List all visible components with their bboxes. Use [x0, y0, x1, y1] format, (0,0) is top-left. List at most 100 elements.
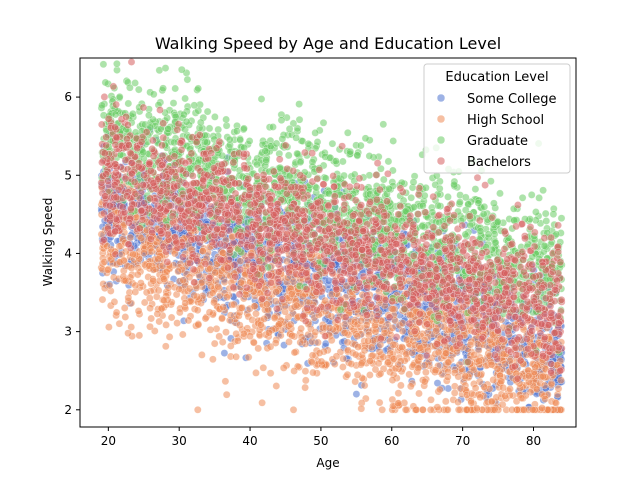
- data-point: [490, 405, 499, 414]
- data-point: [131, 281, 140, 290]
- data-point: [389, 305, 397, 313]
- data-point: [259, 363, 268, 372]
- data-point: [140, 249, 148, 258]
- data-point: [433, 379, 442, 387]
- data-point: [497, 377, 506, 386]
- data-point: [501, 392, 509, 400]
- data-point: [435, 184, 444, 193]
- data-point: [311, 129, 320, 137]
- data-point: [554, 384, 563, 393]
- data-point: [220, 349, 229, 357]
- data-point: [432, 326, 441, 335]
- data-point: [232, 352, 240, 361]
- data-point: [471, 384, 480, 392]
- data-point: [450, 180, 458, 189]
- data-point: [454, 405, 463, 414]
- data-point: [288, 331, 297, 340]
- data-point: [371, 365, 380, 374]
- data-point: [422, 368, 430, 377]
- data-point: [181, 94, 189, 103]
- data-point: [149, 265, 158, 274]
- data-point: [98, 101, 106, 110]
- data-point: [149, 276, 158, 285]
- data-point: [467, 398, 476, 407]
- data-point: [454, 398, 462, 406]
- data-point: [230, 300, 238, 309]
- data-point: [237, 304, 246, 312]
- data-point: [398, 343, 406, 351]
- data-point: [475, 357, 484, 365]
- data-point: [113, 59, 121, 68]
- data-point: [194, 320, 203, 329]
- data-point: [351, 377, 360, 386]
- data-point: [441, 397, 450, 406]
- data-point: [115, 258, 124, 266]
- data-point: [487, 397, 496, 406]
- data-point: [239, 329, 248, 338]
- data-point: [275, 320, 283, 329]
- data-point: [233, 336, 242, 345]
- data-point: [476, 393, 485, 402]
- data-point: [480, 382, 488, 391]
- data-point: [193, 306, 202, 315]
- data-point: [147, 247, 156, 256]
- data-point: [489, 376, 498, 384]
- data-point: [222, 390, 231, 399]
- data-point: [462, 405, 471, 414]
- data-point: [160, 296, 168, 305]
- data-point: [416, 353, 425, 362]
- data-point: [397, 381, 405, 390]
- data-point: [314, 338, 322, 347]
- data-point: [375, 347, 384, 356]
- data-point: [162, 321, 170, 329]
- data-point: [105, 323, 113, 331]
- data-point: [254, 344, 263, 353]
- data-point: [336, 305, 345, 314]
- data-point: [384, 157, 393, 166]
- data-point: [493, 364, 502, 373]
- data-point: [557, 214, 566, 223]
- data-point: [147, 314, 156, 323]
- data-point: [161, 342, 170, 351]
- data-point: [538, 404, 546, 412]
- data-point: [154, 255, 162, 264]
- data-point: [257, 320, 265, 329]
- data-point: [557, 376, 565, 385]
- data-point: [443, 405, 452, 414]
- data-point: [178, 330, 187, 339]
- data-point: [394, 399, 402, 408]
- data-point: [434, 348, 443, 357]
- data-point: [301, 376, 310, 385]
- data-point: [150, 327, 159, 335]
- data-point: [218, 314, 226, 323]
- data-point: [379, 120, 388, 129]
- data-point: [405, 370, 414, 379]
- data-point: [339, 354, 347, 363]
- data-point: [470, 350, 479, 359]
- data-point: [547, 240, 555, 248]
- data-point: [524, 371, 533, 380]
- data-point: [211, 113, 219, 121]
- data-point: [366, 371, 374, 379]
- data-point: [540, 381, 549, 390]
- data-point: [190, 291, 199, 300]
- data-point: [532, 208, 540, 216]
- data-point: [127, 323, 136, 331]
- data-point: [418, 201, 427, 210]
- data-point: [210, 298, 218, 307]
- data-point: [357, 404, 366, 413]
- data-point: [154, 286, 163, 295]
- data-point: [214, 282, 223, 291]
- data-point: [422, 183, 430, 192]
- data-point: [420, 377, 429, 386]
- data-point: [184, 316, 193, 325]
- data-point: [244, 353, 253, 362]
- data-point: [205, 308, 214, 317]
- data-point: [232, 329, 241, 338]
- data-point: [183, 75, 192, 84]
- data-point: [388, 324, 397, 332]
- data-point: [226, 311, 235, 320]
- data-point: [207, 282, 215, 291]
- data-point: [556, 405, 565, 414]
